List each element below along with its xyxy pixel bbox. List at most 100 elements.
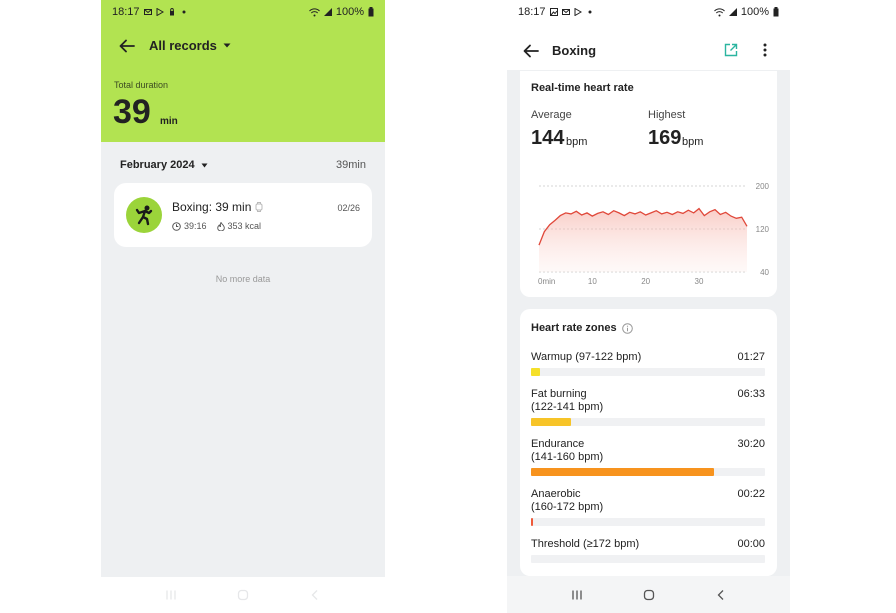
back-arrow-icon[interactable] <box>118 37 136 55</box>
total-duration-value: 39 <box>113 93 151 131</box>
zone-time: 00:00 <box>737 538 765 550</box>
x-tick-label: 10 <box>588 277 597 286</box>
heart-rate-title: Real-time heart rate <box>531 82 634 94</box>
caret-down-icon <box>223 43 231 48</box>
heart-rate-line <box>538 207 748 246</box>
heart-rate-card: Real-time heart rate Average 144 bpm Hig… <box>520 71 777 297</box>
x-tick-label: 30 <box>695 277 704 286</box>
system-nav-bar <box>507 576 790 613</box>
status-time: 18:17 <box>518 6 546 18</box>
zone-bar-fill <box>531 468 714 476</box>
x-tick-label: 20 <box>641 277 650 286</box>
record-calories-text: 353 kcal <box>227 221 262 231</box>
average-value: 144 <box>531 127 565 149</box>
status-time: 18:17 <box>112 6 140 18</box>
x-tick-label: 0min <box>538 277 555 286</box>
battery-icon <box>368 7 374 17</box>
record-title-text: Boxing: 39 min <box>172 200 252 214</box>
y-tick-label: 40 <box>760 268 769 277</box>
recents-icon[interactable] <box>571 589 583 601</box>
more-options-icon[interactable] <box>762 43 768 57</box>
dot-icon <box>588 10 592 14</box>
zone-bar-track <box>531 368 765 376</box>
zone-bar-fill <box>531 518 533 526</box>
month-selector[interactable]: February 2024 <box>120 159 208 171</box>
zone-row: Fat burning (122-141 bpm) 06:33 <box>531 388 765 426</box>
zone-time: 01:27 <box>737 351 765 363</box>
home-icon[interactable] <box>643 589 655 601</box>
recents-icon[interactable] <box>165 589 177 601</box>
zone-bar-fill <box>531 368 541 376</box>
home-icon[interactable] <box>237 589 249 601</box>
zone-bar-fill <box>531 418 571 426</box>
heart-rate-chart: 200 120 40 0min 10 20 30 <box>538 182 770 286</box>
play-icon <box>574 8 582 16</box>
battery-icon <box>773 7 779 17</box>
zone-time: 06:33 <box>737 388 765 400</box>
left-phone-screen: 18:17 100% All records Total duration 39… <box>101 0 385 613</box>
zone-label: Warmup (97-122 bpm) <box>531 351 642 363</box>
zones-title: Heart rate zones <box>531 322 633 334</box>
page-title: All records <box>149 38 217 53</box>
total-duration-label: Total duration <box>114 80 169 90</box>
zone-label: Endurance (141-160 bpm) <box>531 438 604 463</box>
zone-row: Warmup (97-122 bpm) 01:27 <box>531 351 765 376</box>
record-title: Boxing: 39 min <box>172 200 263 214</box>
zone-bar-track <box>531 555 765 563</box>
zone-label: Fat burning (122-141 bpm) <box>531 388 604 413</box>
heart-rate-area <box>539 208 747 272</box>
record-calories: 353 kcal <box>216 221 262 231</box>
back-arrow-icon[interactable] <box>522 42 540 60</box>
no-more-data-text: No more data <box>215 274 271 284</box>
zone-row: Threshold (≥172 bpm) 00:00 <box>531 538 765 563</box>
record-meta: 39:16 353 kcal <box>172 221 261 231</box>
zone-label: Anaerobic (160-172 bpm) <box>531 488 604 513</box>
boxing-icon <box>126 197 162 233</box>
share-icon[interactable] <box>724 43 738 57</box>
nav-back-icon[interactable] <box>715 589 727 601</box>
play-icon <box>156 8 164 16</box>
month-header: February 2024 39min <box>120 159 366 171</box>
watch-icon <box>255 202 263 212</box>
zone-time: 30:20 <box>737 438 765 450</box>
highest-unit: bpm <box>682 136 704 148</box>
signal-icon <box>728 8 737 16</box>
app-bar: Boxing <box>507 24 790 70</box>
zone-bar-track <box>531 468 765 476</box>
month-total: 39min <box>336 159 366 171</box>
y-tick-label: 120 <box>756 225 770 234</box>
highest-value: 169 <box>648 127 682 149</box>
highest-label: Highest <box>648 109 686 121</box>
right-phone-screen: 18:17 100% Boxing Real-time heart rate A… <box>507 0 790 613</box>
dot-icon <box>182 10 186 14</box>
heart-rate-zones-card: Heart rate zones Warmup (97-122 bpm) 01:2… <box>520 309 777 576</box>
nav-back-icon[interactable] <box>309 589 321 601</box>
zone-row: Endurance (141-160 bpm) 30:20 <box>531 438 765 476</box>
average-label: Average <box>531 109 572 121</box>
records-filter-dropdown[interactable]: All records <box>149 38 231 53</box>
status-bar: 18:17 100% <box>101 0 385 24</box>
mail-icon <box>561 9 570 15</box>
month-label: February 2024 <box>120 159 195 171</box>
zone-label: Threshold (≥172 bpm) <box>531 538 640 550</box>
signal-icon <box>323 8 332 16</box>
mail-icon <box>143 9 152 15</box>
wifi-icon <box>714 7 725 16</box>
zone-time: 00:22 <box>737 488 765 500</box>
total-duration-unit: min <box>160 116 178 127</box>
battery-percent: 100% <box>335 6 364 18</box>
lock-icon <box>169 8 174 16</box>
battery-percent: 100% <box>740 6 769 18</box>
page-title: Boxing <box>552 43 597 58</box>
record-duration: 39:16 <box>172 221 207 231</box>
average-unit: bpm <box>566 136 588 148</box>
y-tick-label: 200 <box>756 182 770 191</box>
info-icon[interactable] <box>621 322 633 334</box>
status-bar: 18:17 100% <box>507 0 790 24</box>
flame-icon <box>216 221 225 231</box>
left-header: 18:17 100% All records Total duration 39… <box>101 0 385 142</box>
workout-record-card[interactable]: Boxing: 39 min 02/26 39:16 353 kcal <box>114 183 372 247</box>
record-duration-text: 39:16 <box>184 221 207 231</box>
system-nav-bar <box>101 577 385 613</box>
zone-row: Anaerobic (160-172 bpm) 00:22 <box>531 488 765 526</box>
